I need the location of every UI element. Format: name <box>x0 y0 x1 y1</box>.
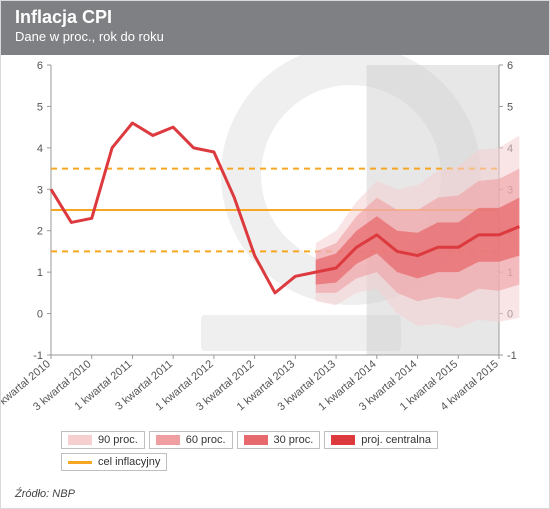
legend-swatch <box>68 435 92 445</box>
chart-header: Inflacja CPI Dane w proc., rok do roku <box>1 1 549 55</box>
legend-label: 30 proc. <box>274 434 314 446</box>
legend-item: cel inflacyjny <box>61 453 167 471</box>
chart-title: Inflacja CPI <box>15 7 535 27</box>
legend-label: proj. centralna <box>361 434 431 446</box>
legend-item: 30 proc. <box>237 431 321 449</box>
svg-text:2: 2 <box>37 226 43 238</box>
svg-text:6: 6 <box>37 60 43 72</box>
legend-item: 90 proc. <box>61 431 145 449</box>
legend-swatch <box>244 435 268 445</box>
chart-subtitle: Dane w proc., rok do roku <box>15 29 535 44</box>
legend-label: 90 proc. <box>98 434 138 446</box>
svg-text:5: 5 <box>507 101 513 113</box>
legend: 90 proc.60 proc.30 proc.proj. centralna … <box>61 431 491 475</box>
svg-text:0: 0 <box>37 309 43 321</box>
source-value: NBP <box>52 488 75 500</box>
legend-swatch <box>156 435 180 445</box>
cpi-chart: -1-1001122334455661 kwartał 20103 kwarta… <box>1 55 549 435</box>
source-prefix: Źródło: <box>15 488 52 500</box>
svg-text:6: 6 <box>507 60 513 72</box>
svg-text:5: 5 <box>37 101 43 113</box>
svg-text:4: 4 <box>37 143 43 155</box>
legend-label: cel inflacyjny <box>98 456 160 468</box>
legend-item: proj. centralna <box>324 431 438 449</box>
svg-text:3: 3 <box>37 184 43 196</box>
legend-swatch <box>331 435 355 445</box>
legend-label: 60 proc. <box>186 434 226 446</box>
source-text: Źródło: NBP <box>15 488 75 500</box>
legend-item: 60 proc. <box>149 431 233 449</box>
svg-text:1: 1 <box>37 267 43 279</box>
legend-swatch <box>68 461 92 464</box>
svg-text:-1: -1 <box>507 350 517 362</box>
